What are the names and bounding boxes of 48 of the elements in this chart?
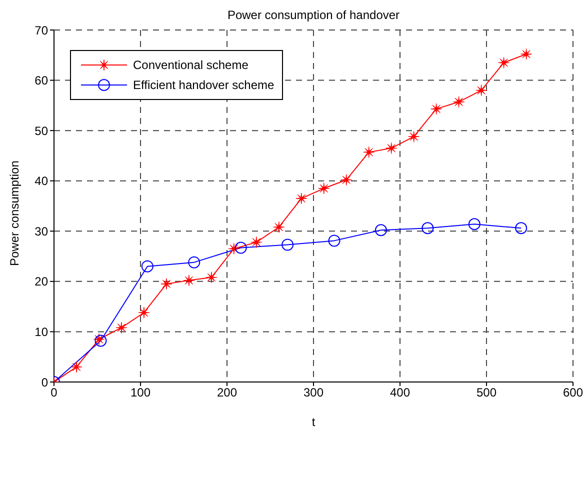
x-axis-title: t [312,415,316,429]
y-tick-label: 0 [41,375,48,390]
y-tick-label: 40 [34,174,48,188]
point [476,84,488,96]
point [430,103,442,115]
point [160,278,172,290]
chart-title: Power consumption of handover [226,8,401,22]
point [273,221,285,233]
point [386,142,398,154]
point [408,130,420,142]
x-tick-label: 200 [216,386,238,400]
point [422,222,434,234]
x-tick-label: 100 [130,386,151,400]
point [468,218,480,230]
point [138,306,150,318]
point [363,146,375,158]
point [234,242,247,254]
y-tick-label: 10 [34,324,48,339]
legend-label: Conventional scheme [133,58,248,72]
point [520,48,532,60]
x-tick-label: 400 [390,386,410,400]
point [374,224,387,236]
x-tick-label: 300 [303,386,324,400]
point [250,236,262,248]
point [498,56,510,68]
x-tick-label: 500 [476,386,497,400]
point [340,174,352,186]
point [188,256,200,268]
point [183,274,195,286]
y-tick-label: 20 [34,274,48,289]
x-tick-label: 600 [562,386,584,400]
point [116,322,128,334]
point [296,192,308,204]
point [282,238,294,251]
legend-label: Efficient handover scheme [133,78,274,92]
point [70,361,82,373]
y-tick-label: 30 [34,224,48,238]
y-axis-title: Power consumption [7,160,22,266]
y-tick-label: 50 [34,124,48,138]
point [453,96,465,108]
point [328,234,340,247]
point [515,222,528,234]
y-tick-label: 70 [34,23,48,38]
point [141,260,154,272]
point [206,272,218,284]
y-tick-label: 60 [34,74,48,88]
x-tick-label: 0 [50,386,58,400]
point [318,182,330,194]
